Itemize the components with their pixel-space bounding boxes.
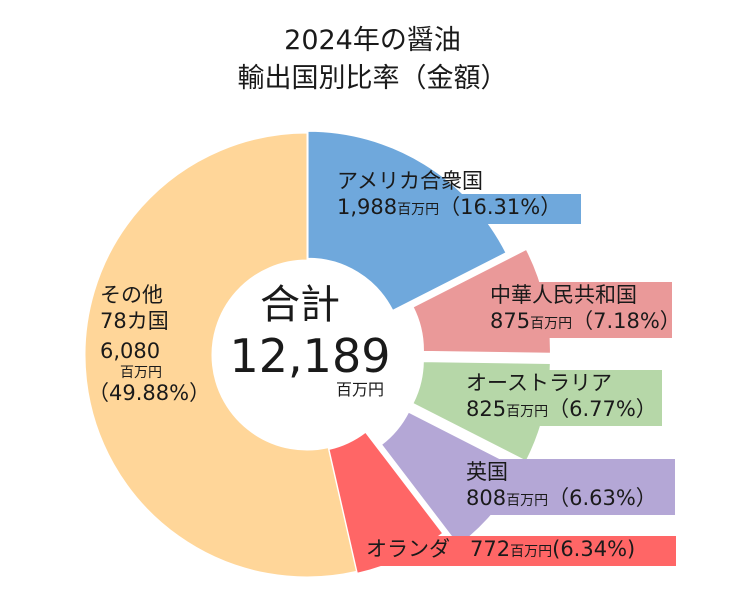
center-total: 12,189 (229, 329, 391, 383)
usa-name: アメリカ合衆国 (337, 169, 483, 193)
label-uk-name: 英国 (462, 459, 675, 486)
label-usa-value: 1,988百万円（16.31%） (333, 194, 581, 224)
usa-value: 1,988 (337, 195, 398, 219)
center-label: 合計 (260, 282, 340, 328)
uk-name: 英国 (466, 460, 508, 484)
label-usa-name: アメリカ合衆国 (333, 168, 487, 195)
chart-title-line2: 輸出国別比率（金額） (237, 63, 508, 94)
uk-value: 808 (466, 486, 507, 510)
usa-pct: （16.31%） (439, 195, 562, 219)
label-china-value: 875百万円（7.18%） (486, 308, 681, 338)
label-australia-name: オーストラリア (462, 370, 662, 397)
label-netherlands: オランダ 772百万円(6.34%) (362, 536, 676, 566)
netherlands-pct: (6.34%) (552, 537, 636, 561)
australia-pct: （6.77%） (548, 397, 657, 421)
other-sub: 78カ国 (100, 309, 169, 333)
china-name: 中華人民共和国 (490, 283, 637, 307)
china-value: 875 (490, 309, 531, 333)
australia-name: オーストラリア (466, 371, 612, 395)
label-uk-value: 808百万円（6.63%） (462, 485, 675, 515)
other-pct: （49.88%） (88, 381, 211, 405)
netherlands-value: 772 (470, 537, 511, 561)
netherlands-unit: 百万円 (510, 544, 553, 560)
china-pct: （7.18%） (572, 309, 681, 333)
netherlands-name: オランダ (366, 537, 450, 561)
label-australia-value: 825百万円（6.77%） (462, 396, 662, 426)
uk-pct: （6.63%） (548, 486, 657, 510)
chart-title-line1: 2024年の醤油 (284, 25, 461, 56)
center-unit: 百万円 (335, 380, 384, 399)
slice-other (84, 132, 358, 578)
uk-unit: 百万円 (506, 493, 549, 509)
other-value: 6,080 (100, 339, 161, 363)
australia-value: 825 (466, 397, 507, 421)
china-unit: 百万円 (530, 316, 573, 332)
label-china-name: 中華人民共和国 (486, 282, 672, 309)
other-name: その他 (100, 283, 163, 307)
australia-unit: 百万円 (506, 404, 549, 420)
usa-unit: 百万円 (397, 202, 440, 218)
other-unit: 百万円 (120, 365, 162, 381)
